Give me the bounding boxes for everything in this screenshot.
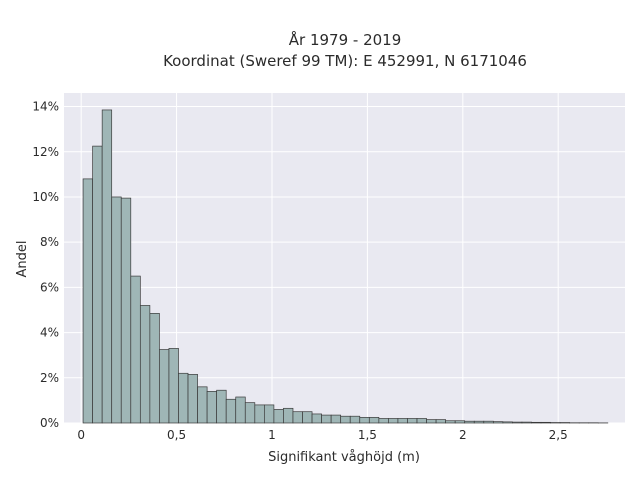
- x-tick-label: 0: [77, 428, 85, 442]
- x-axis-title: Signifikant våghöjd (m): [268, 450, 420, 465]
- x-tick-label: 2,5: [549, 428, 568, 442]
- histogram-bar: [388, 418, 398, 423]
- histogram-bar: [188, 374, 198, 423]
- histogram-bar: [541, 422, 551, 423]
- y-tick-label: 10%: [32, 190, 59, 204]
- histogram-bar: [398, 418, 408, 423]
- histogram-bar: [264, 405, 274, 423]
- histogram-bar: [522, 422, 532, 423]
- x-tick-label: 1,5: [358, 428, 377, 442]
- histogram-bar: [532, 422, 542, 423]
- histogram-bar: [293, 412, 303, 423]
- y-tick-label: 4%: [40, 326, 59, 340]
- histogram-bar: [131, 276, 141, 423]
- histogram-bar: [512, 422, 522, 423]
- histogram-bar: [417, 418, 427, 423]
- histogram-bar: [369, 417, 379, 423]
- histogram-bar: [484, 421, 494, 423]
- histogram-bar: [255, 405, 265, 423]
- histogram-bar: [341, 416, 351, 423]
- x-tick-label: 1: [268, 428, 276, 442]
- histogram-bar: [207, 391, 217, 423]
- histogram-bar: [226, 399, 236, 423]
- histogram-bar: [360, 417, 370, 423]
- histogram-bar: [455, 421, 465, 423]
- histogram-bar: [322, 415, 332, 423]
- histogram-bar: [236, 397, 246, 423]
- histogram-bar: [83, 179, 93, 423]
- histogram-bar: [350, 416, 360, 423]
- histogram-bar: [446, 421, 456, 423]
- y-tick-label: 12%: [32, 145, 59, 159]
- y-tick-label: 14%: [32, 100, 59, 114]
- histogram-bar: [159, 350, 169, 423]
- histogram-bar: [140, 305, 150, 423]
- histogram-bar: [331, 415, 341, 423]
- histogram-bar: [178, 373, 188, 423]
- histogram-bar: [436, 420, 446, 423]
- histogram-bar: [465, 421, 475, 423]
- x-tick-label: 0,5: [167, 428, 186, 442]
- y-tick-layer: 0% 2% 4% 6% 8% 10% 12% 14%: [32, 100, 59, 430]
- histogram-bar: [217, 390, 227, 423]
- histogram-bar: [493, 422, 503, 423]
- chart-title-line-2: Koordinat (Sweref 99 TM): E 452991, N 61…: [163, 52, 527, 70]
- histogram-bar: [198, 387, 208, 423]
- histogram-bar: [112, 197, 122, 423]
- y-tick-label: 2%: [40, 371, 59, 385]
- chart-title-line-1: År 1979 - 2019: [289, 30, 402, 49]
- histogram-bar: [102, 110, 112, 423]
- histogram-bar: [503, 422, 513, 423]
- histogram-bar: [169, 348, 179, 423]
- histogram-bar: [303, 412, 313, 423]
- y-tick-label: 8%: [40, 235, 59, 249]
- histogram-bar: [274, 409, 284, 423]
- y-axis-title: Andel: [15, 241, 30, 278]
- histogram-bar: [407, 418, 417, 423]
- x-tick-layer: 0 0,5 1 1,5 2 2,5: [77, 428, 567, 442]
- histogram-bar: [245, 403, 255, 423]
- x-tick-label: 2: [459, 428, 467, 442]
- y-tick-label: 6%: [40, 280, 59, 294]
- y-tick-label: 0%: [40, 416, 59, 430]
- histogram-bar: [379, 418, 389, 423]
- histogram-bar: [93, 146, 103, 423]
- histogram-bar: [283, 408, 293, 423]
- histogram-bar: [427, 420, 437, 423]
- histogram-bar: [474, 421, 484, 423]
- histogram-bar: [121, 198, 131, 423]
- histogram-bar: [312, 414, 322, 423]
- histogram-bar: [150, 313, 160, 423]
